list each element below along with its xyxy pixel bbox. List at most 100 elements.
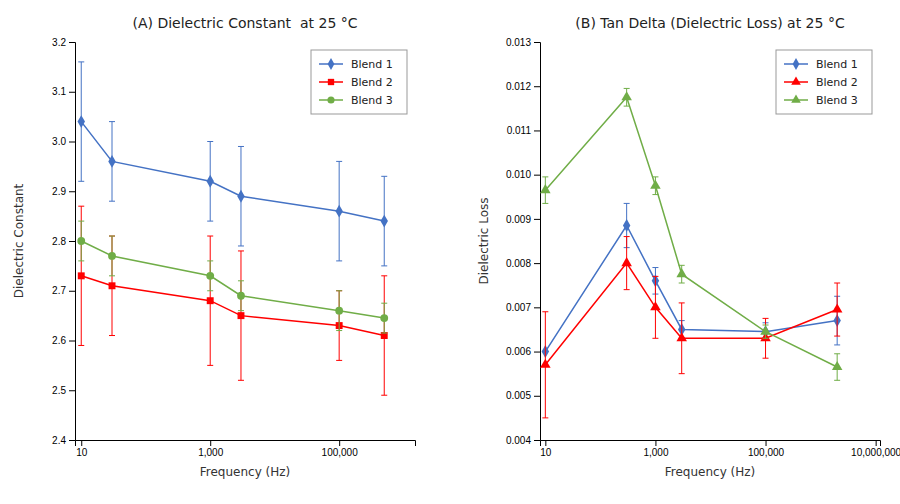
y-tick-mark (534, 396, 540, 397)
y-tick-mark (69, 42, 75, 43)
y-tick: 2.6 (52, 335, 75, 346)
y-tick: 0.011 (507, 125, 540, 136)
y-tick-mark (69, 341, 75, 342)
data-point (540, 184, 551, 193)
y-tick-mark (534, 42, 540, 43)
legend-box (311, 50, 407, 114)
y-tick: 3.0 (52, 136, 75, 147)
legend-label: Blend 2 (351, 76, 393, 89)
data-point (207, 297, 214, 304)
x-axis-line (76, 441, 416, 447)
data-point (206, 272, 214, 280)
y-tick-mark (534, 352, 540, 353)
legend-marker (791, 76, 801, 84)
y-tick: 2.4 (52, 435, 75, 446)
y-tick-mark (534, 86, 540, 87)
error-bar (336, 161, 342, 261)
legend-entry: Blend 3 (319, 94, 393, 107)
x-tick-mark (876, 440, 877, 446)
x-tick-label: 1,000 (643, 447, 668, 458)
data-point (108, 155, 115, 168)
y-axis: 0.0040.0050.0060.0070.0080.0090.0100.011… (506, 37, 541, 446)
data-point (109, 282, 116, 289)
y-tick-mark (534, 307, 540, 308)
y-tick: 2.7 (52, 285, 75, 296)
error-bar (381, 303, 387, 333)
y-tick-mark (69, 142, 75, 143)
y-tick: 2.9 (52, 186, 75, 197)
x-tick-label: 100,000 (322, 447, 359, 458)
legend-label: Blend 3 (351, 94, 393, 107)
y-axis-title: Dielectric Constant (12, 183, 26, 298)
x-tick-label: 1,000 (198, 447, 223, 458)
y-tick-mark (534, 175, 540, 176)
legend-label: Blend 1 (351, 58, 393, 71)
x-tick: 10 (540, 440, 552, 458)
data-point (237, 190, 244, 203)
legend-label: Blend 1 (816, 58, 858, 71)
data-point (760, 326, 771, 335)
legend-marker (328, 79, 334, 85)
plot-area (540, 88, 842, 417)
panel: 101,000100,0002.42.52.62.72.82.93.03.13.… (12, 15, 416, 479)
data-point (78, 272, 85, 279)
data-point (380, 314, 388, 322)
error-bar (381, 276, 387, 395)
x-tick: 1,000 (198, 440, 223, 458)
x-tick-label: 100,000 (748, 447, 785, 458)
x-tick: 100,000 (322, 440, 359, 458)
error-bar (109, 236, 115, 336)
legend-entry: Blend 3 (784, 94, 858, 107)
data-point (623, 219, 630, 232)
legend-entry: Blend 2 (784, 76, 858, 89)
y-tick: 0.010 (506, 169, 540, 180)
x-tick-mark (210, 440, 211, 446)
y-tick-label: 0.011 (507, 125, 532, 136)
y-tick-label: 2.8 (52, 236, 66, 247)
y-tick-label: 0.012 (506, 81, 531, 92)
y-tick-label: 0.006 (506, 346, 531, 357)
y-tick-label: 0.013 (506, 37, 531, 48)
y-tick-label: 0.007 (506, 302, 531, 313)
legend: Blend 1 Blend 2 Blend 3 (776, 50, 872, 114)
data-point (650, 301, 661, 310)
x-axis: 101,000100,000 (76, 440, 416, 458)
legend-marker (791, 94, 801, 102)
y-tick: 0.013 (506, 37, 540, 48)
x-tick: 1,000 (643, 440, 668, 458)
title: (A) Dielectric Constant at 25 °C (132, 15, 357, 31)
legend-box (776, 50, 872, 114)
error-bar (381, 176, 387, 266)
y-tick-label: 2.6 (52, 335, 66, 346)
y-tick-mark (69, 390, 75, 391)
data-point (621, 257, 632, 266)
panel: 101,000100,00010,000,0000.0040.0050.0060… (477, 15, 900, 479)
error-bar (207, 261, 213, 291)
y-tick-mark (534, 440, 540, 441)
data-point (621, 91, 632, 100)
data-point (237, 292, 245, 300)
series-line (81, 276, 384, 336)
series (540, 88, 842, 380)
error-bar (78, 221, 84, 261)
y-tick: 0.005 (506, 390, 540, 401)
y-tick: 0.009 (506, 214, 540, 225)
legend: Blend 1 Blend 2 Blend 3 (311, 50, 407, 114)
data-point (676, 332, 687, 341)
legend-label: Blend 2 (816, 76, 858, 89)
data-point (335, 205, 342, 218)
y-tick-mark (69, 241, 75, 242)
x-axis-line (541, 441, 881, 447)
x-tick: 10,000,000 (851, 440, 900, 458)
legend-label: Blend 3 (816, 94, 858, 107)
x-tick-mark (766, 440, 767, 446)
y-tick: 0.012 (506, 81, 540, 92)
series (540, 237, 842, 418)
legend-marker (327, 96, 334, 103)
data-point (78, 115, 85, 128)
data-point (206, 175, 213, 188)
y-tick-mark (534, 130, 540, 131)
y-axis: 2.42.52.62.72.82.93.03.13.2 (52, 37, 75, 446)
y-axis-line (534, 43, 541, 441)
y-tick-label: 3.0 (52, 136, 66, 147)
